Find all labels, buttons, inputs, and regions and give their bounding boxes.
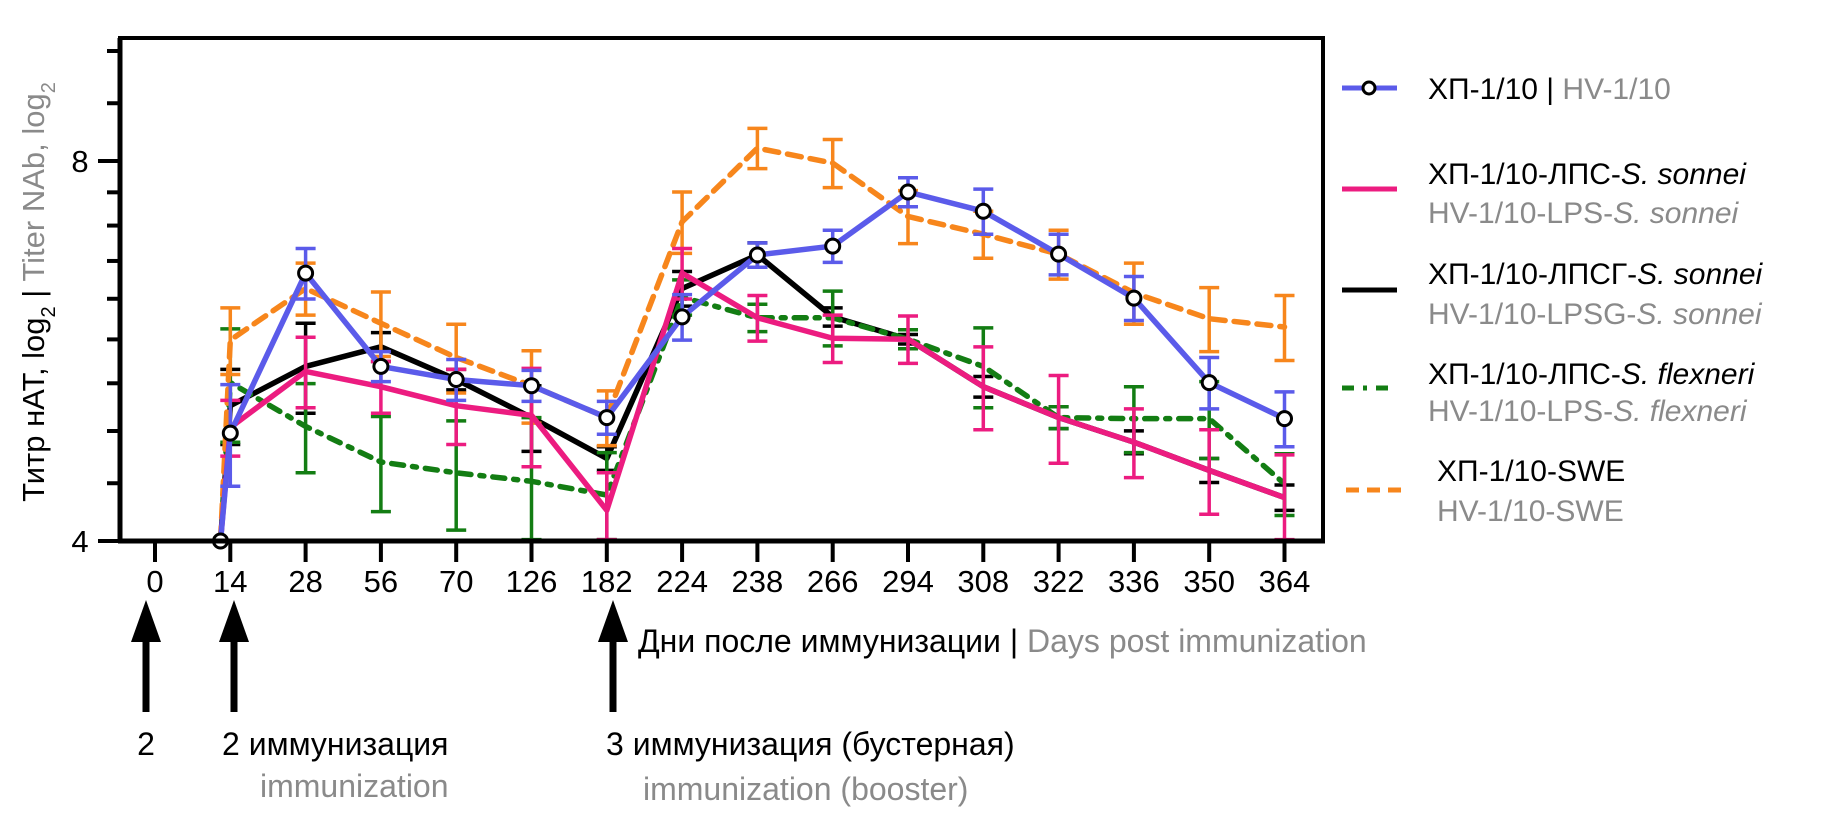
data-point	[748, 246, 766, 264]
legend-pink-ru: ХП-1/10-ЛПС-	[1428, 158, 1621, 191]
series-blue	[212, 175, 1295, 550]
legend-black-en: HV-1/10-LPSG-	[1428, 298, 1636, 331]
legend-black-en-species: S. sonnei	[1636, 298, 1762, 331]
x-tick-label-14: 14	[213, 564, 247, 599]
legend-item-lps-flexneri: ХП-1/10-ЛПС-S. flexneri HV-1/10-LPS-S. f…	[1342, 358, 1756, 428]
svg-text:ХП-1/10-ЛПС-S. flexneri: ХП-1/10-ЛПС-S. flexneri	[1428, 358, 1756, 391]
legend: ХП-1/10 | HV-1/10 ХП-1/10-ЛПС-S. sonnei …	[1342, 73, 1764, 528]
annotation-dose-182-ru: 3 иммунизация (бустерная)	[606, 726, 1015, 762]
legend-black-ru-species: S. sonnei	[1637, 258, 1763, 291]
svg-text:HV-1/10-LPS-S. sonnei: HV-1/10-LPS-S. sonnei	[1428, 197, 1740, 230]
x-tick-label-238: 238	[732, 564, 784, 599]
y-tick-label-4: 4	[71, 524, 88, 559]
x-title-ru: Дни после иммунизации	[638, 623, 1001, 659]
x-tick-label-182: 182	[581, 564, 633, 599]
legend-green-en: HV-1/10-LPS-	[1428, 395, 1613, 428]
series-line-green	[217, 294, 1288, 544]
legend-item-hv-1-10: ХП-1/10 | HV-1/10	[1342, 73, 1671, 106]
annotation-dose-14-en: immunization	[260, 768, 449, 804]
x-tick-label-28: 28	[288, 564, 322, 599]
data-point	[297, 264, 315, 282]
svg-text:ХП-1/10 | HV-1/10: ХП-1/10 | HV-1/10	[1428, 73, 1671, 106]
data-point	[1050, 245, 1068, 263]
x-tick-label-56: 56	[364, 564, 398, 599]
legend-blue-sep: |	[1538, 73, 1562, 106]
legend-green-en-species: S. flexneri	[1613, 395, 1748, 428]
data-point	[1276, 410, 1293, 428]
y-title-sub-ru: 2	[38, 306, 60, 317]
svg-text:ХП-1/10-ЛПСГ-S. sonnei: ХП-1/10-ЛПСГ-S. sonnei	[1428, 258, 1764, 291]
immunization-arrow-2	[219, 600, 249, 712]
data-point	[974, 202, 992, 220]
y-axis-title: Титр нАТ, log2 | Titer NAb, log2	[16, 82, 60, 502]
data-point	[1125, 289, 1143, 307]
legend-blue-ru: ХП-1/10	[1428, 73, 1538, 106]
x-tick-label-350: 350	[1183, 564, 1235, 599]
x-tick-label-322: 322	[1033, 564, 1085, 599]
annotation-dose-0: 2	[137, 726, 155, 762]
x-tick-label-266: 266	[807, 564, 859, 599]
plot-marks	[212, 126, 1295, 550]
x-title-separator: |	[1001, 623, 1027, 659]
y-title-separator: |	[16, 282, 51, 307]
legend-orange-ru: ХП-1/10-SWE	[1437, 455, 1625, 488]
x-tick-label-308: 308	[957, 564, 1009, 599]
legend-marker-circle	[1361, 80, 1377, 96]
legend-pink-en-species: S. sonnei	[1613, 197, 1739, 230]
series-line-blue	[217, 189, 1286, 542]
series-line-pink	[217, 270, 1286, 542]
x-tick-label-70: 70	[439, 564, 473, 599]
legend-pink-en: HV-1/10-LPS-	[1428, 197, 1613, 230]
x-ticks: 0 14 28 56 70 126 182 224 238 266 294 308 322 336 350 3…	[146, 541, 1310, 599]
x-tick-label-364: 364	[1259, 564, 1311, 599]
legend-orange-en: HV-1/10-SWE	[1437, 495, 1624, 528]
x-tick-label-0: 0	[146, 564, 163, 599]
legend-green-ru: ХП-1/10-ЛПС-	[1428, 358, 1621, 391]
x-tick-label-224: 224	[656, 564, 708, 599]
annotation-dose-182-en: immunization (booster)	[643, 771, 968, 807]
y-title-sub-en: 2	[38, 82, 60, 93]
y-ticks	[98, 48, 120, 543]
data-point	[523, 377, 540, 395]
legend-item-lps-sonnei: ХП-1/10-ЛПС-S. sonnei HV-1/10-LPS-S. son…	[1342, 158, 1747, 230]
legend-item-swe: ХП-1/10-SWE HV-1/10-SWE	[1346, 455, 1625, 528]
x-title-en: Days post immunization	[1027, 623, 1367, 659]
x-tick-label-294: 294	[882, 564, 934, 599]
axes	[117, 36, 1325, 544]
annotation-dose-14-ru: 2 иммунизация	[222, 726, 448, 762]
x-axis-title: Дни после иммунизации | Days post immuni…	[638, 623, 1367, 659]
legend-black-ru: ХП-1/10-ЛПСГ-	[1428, 258, 1637, 291]
y-title-ru: Титр нАТ, log	[16, 317, 51, 501]
x-tick-label-336: 336	[1108, 564, 1160, 599]
legend-green-ru-species: S. flexneri	[1621, 358, 1756, 391]
data-point	[1200, 374, 1218, 392]
legend-pink-ru-species: S. sonnei	[1621, 158, 1747, 191]
data-point	[372, 357, 390, 375]
data-point	[824, 237, 842, 255]
data-point	[598, 409, 616, 427]
y-title-en: Titer NAb, log	[16, 93, 51, 281]
legend-item-lpsg-sonnei: ХП-1/10-ЛПСГ-S. sonnei HV-1/10-LPSG-S. s…	[1342, 258, 1764, 331]
legend-blue-en: HV-1/10	[1562, 73, 1670, 106]
data-point	[221, 424, 239, 442]
immunization-arrow-1	[131, 600, 161, 712]
y-tick-label-8: 8	[71, 144, 88, 179]
data-point	[673, 308, 691, 326]
svg-text:ХП-1/10-ЛПС-S. sonnei: ХП-1/10-ЛПС-S. sonnei	[1428, 158, 1747, 191]
immunization-arrow-3	[598, 600, 628, 712]
data-point	[899, 183, 917, 201]
data-point	[447, 371, 465, 389]
x-tick-label-126: 126	[506, 564, 558, 599]
svg-text:HV-1/10-LPS-S. flexneri: HV-1/10-LPS-S. flexneri	[1428, 395, 1748, 428]
svg-text:HV-1/10-LPSG-S. sonnei: HV-1/10-LPSG-S. sonnei	[1428, 298, 1763, 331]
